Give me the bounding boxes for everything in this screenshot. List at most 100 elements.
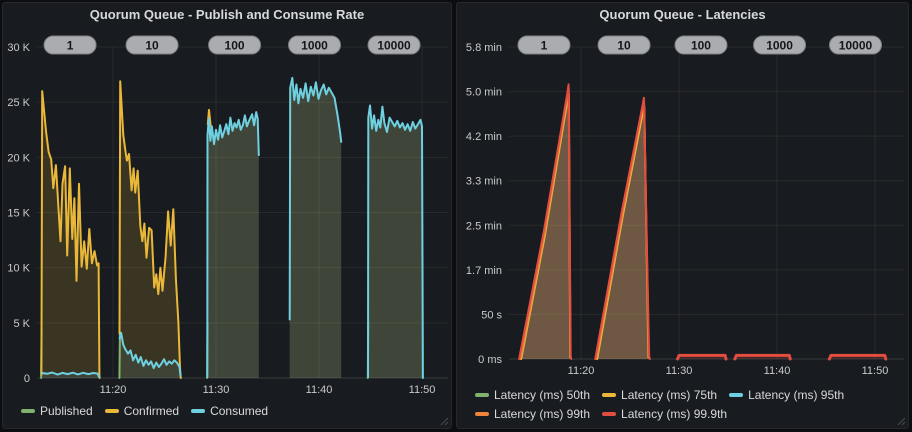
x-axis-tick-label: 11:50 [862,365,889,377]
series-line-published [118,332,121,379]
x-axis-tick-label: 11:40 [306,384,333,396]
series-line-latency-99-9th [518,83,573,360]
latency-chart-canvas[interactable]: 0 ms 50 s 1.7 min 2.5 min 3.3 min 4.2 min 5.0 … [457,3,910,430]
x-axis-tick-label: 11:50 [409,384,436,396]
latency-chart-legend: Latency (ms) 50th Latency (ms) 75th Latenc… [475,388,856,421]
legend-label: Published [40,404,93,418]
legend-label: Latency (ms) 99.9th [621,407,728,421]
legend-swatch-icon [475,393,489,397]
y-axis-tick-label: 0 ms [478,354,502,366]
legend-label: Latency (ms) 99th [494,407,591,421]
y-axis-tick-label: 5.0 min [466,87,502,99]
annotation-pill-10[interactable]: 10 [597,35,651,55]
legend-item-latency-ms-99th[interactable]: Latency (ms) 99th [475,407,590,421]
legend-row: Latency (ms) 99th Latency (ms) 99.9th [475,407,856,421]
legend-row: Published Confirmed Consumed [21,404,280,418]
series-fill [119,332,181,378]
legend-label: Latency (ms) 50th [494,388,591,402]
y-axis-tick-label: 5 K [13,318,30,330]
series-line-consumed [288,76,343,321]
legend-swatch-icon [21,409,35,413]
series-fill [368,105,423,378]
y-axis-tick-label: 3.3 min [466,176,502,188]
y-axis-tick-label: 4.2 min [466,131,502,143]
panel-title-publish-consume-rate[interactable]: Quorum Queue - Publish and Consume Rate [89,7,365,22]
x-axis-tick-label: 11:30 [203,384,230,396]
legend-swatch-icon [729,393,744,397]
y-axis-tick-label: 5.8 min [466,42,502,54]
annotation-pill-1000[interactable]: 1000 [753,35,807,55]
svg-text:10: 10 [145,39,159,53]
x-axis-tick-label: 11:40 [764,365,791,377]
legend-swatch-icon [104,409,119,413]
legend-item-latency-ms-99-9th[interactable]: Latency (ms) 99.9th [602,407,727,421]
legend-label: Latency (ms) 95th [748,388,845,402]
x-axis-tick-label: 11:20 [100,384,127,396]
annotation-pill-1[interactable]: 1 [517,35,571,55]
panel-resize-handle-icon[interactable] [440,417,449,426]
legend-swatch-icon [602,393,617,397]
series-fill [41,91,100,378]
panel-title-latencies[interactable]: Quorum Queue - Latencies [599,7,766,22]
series-line-latency-99-9th [676,353,728,361]
annotation-pill-10000[interactable]: 10000 [828,35,882,55]
series-line-consumed [40,371,101,378]
annotation-pill-100[interactable]: 100 [208,35,262,55]
series-line-confirmed [118,80,182,379]
y-axis-tick-label: 10 K [7,263,30,275]
legend-item-latency-ms-50th[interactable]: Latency (ms) 50th [475,388,590,402]
legend-label: Consumed [210,404,269,418]
series-fill [289,77,342,379]
annotation-pill-1000[interactable]: 1000 [288,35,342,55]
series-fill [207,112,259,378]
panel-latencies: Quorum Queue - Latencies 0 ms 50 s 1.7 min… [456,2,909,429]
annotation-pill-100[interactable]: 100 [674,35,728,55]
legend-swatch-icon [191,409,206,413]
series-line-latency-99-9th [827,353,888,361]
series-fill [368,105,423,378]
panel-resize-handle-icon[interactable] [897,417,906,426]
svg-text:1000: 1000 [301,39,328,53]
svg-text:1: 1 [67,39,74,53]
legend-label: Confirmed [123,404,180,418]
annotation-pill-1[interactable]: 1 [43,35,97,55]
series-line-latency-99-9th [594,96,651,360]
svg-text:1: 1 [541,39,548,53]
y-axis-tick-label: 2.5 min [466,220,502,232]
y-axis-tick-label: 30 K [7,42,30,54]
svg-text:1000: 1000 [766,39,793,53]
legend-item-consumed[interactable]: Consumed [191,404,268,418]
svg-text:10000: 10000 [839,39,873,53]
legend-item-latency-ms-95th[interactable]: Latency (ms) 95th [729,388,844,402]
legend-swatch-icon [602,412,617,416]
annotation-pill-10[interactable]: 10 [125,35,179,55]
y-axis-tick-label: 20 K [7,152,30,164]
y-axis-tick-label: 15 K [7,208,30,220]
legend-item-confirmed[interactable]: Confirmed [104,404,180,418]
svg-text:100: 100 [225,39,245,53]
series-line-consumed [206,111,260,378]
svg-text:10000: 10000 [377,39,411,53]
annotation-pill-10000[interactable]: 10000 [367,35,421,55]
panel-publish-consume-rate: Quorum Queue - Publish and Consume Rate … [2,2,452,429]
series-fill [207,112,259,378]
rate-chart-canvas[interactable]: 0 5 K 10 K 15 K 20 K 25 K 30 K 11:20 11:30 11:40 1… [3,3,453,430]
series-fill [289,77,342,379]
rate-chart-legend: Published Confirmed Consumed [21,404,280,418]
y-axis-tick-label: 50 s [481,309,502,321]
legend-item-latency-ms-75th[interactable]: Latency (ms) 75th [602,388,717,402]
x-axis-tick-label: 11:30 [666,365,693,377]
legend-label: Latency (ms) 75th [621,388,718,402]
legend-row: Latency (ms) 50th Latency (ms) 75th Latenc… [475,388,856,402]
svg-text:100: 100 [691,39,711,53]
series-line-confirmed [40,90,101,379]
x-axis-tick-label: 11:20 [568,365,595,377]
legend-item-published[interactable]: Published [21,404,93,418]
svg-text:10: 10 [617,39,631,53]
series-line-latency-99-9th [733,353,792,361]
series-line-consumed [367,104,424,379]
series-line-consumed [118,331,182,377]
y-axis-tick-label: 1.7 min [466,265,502,277]
legend-swatch-icon [475,412,489,416]
